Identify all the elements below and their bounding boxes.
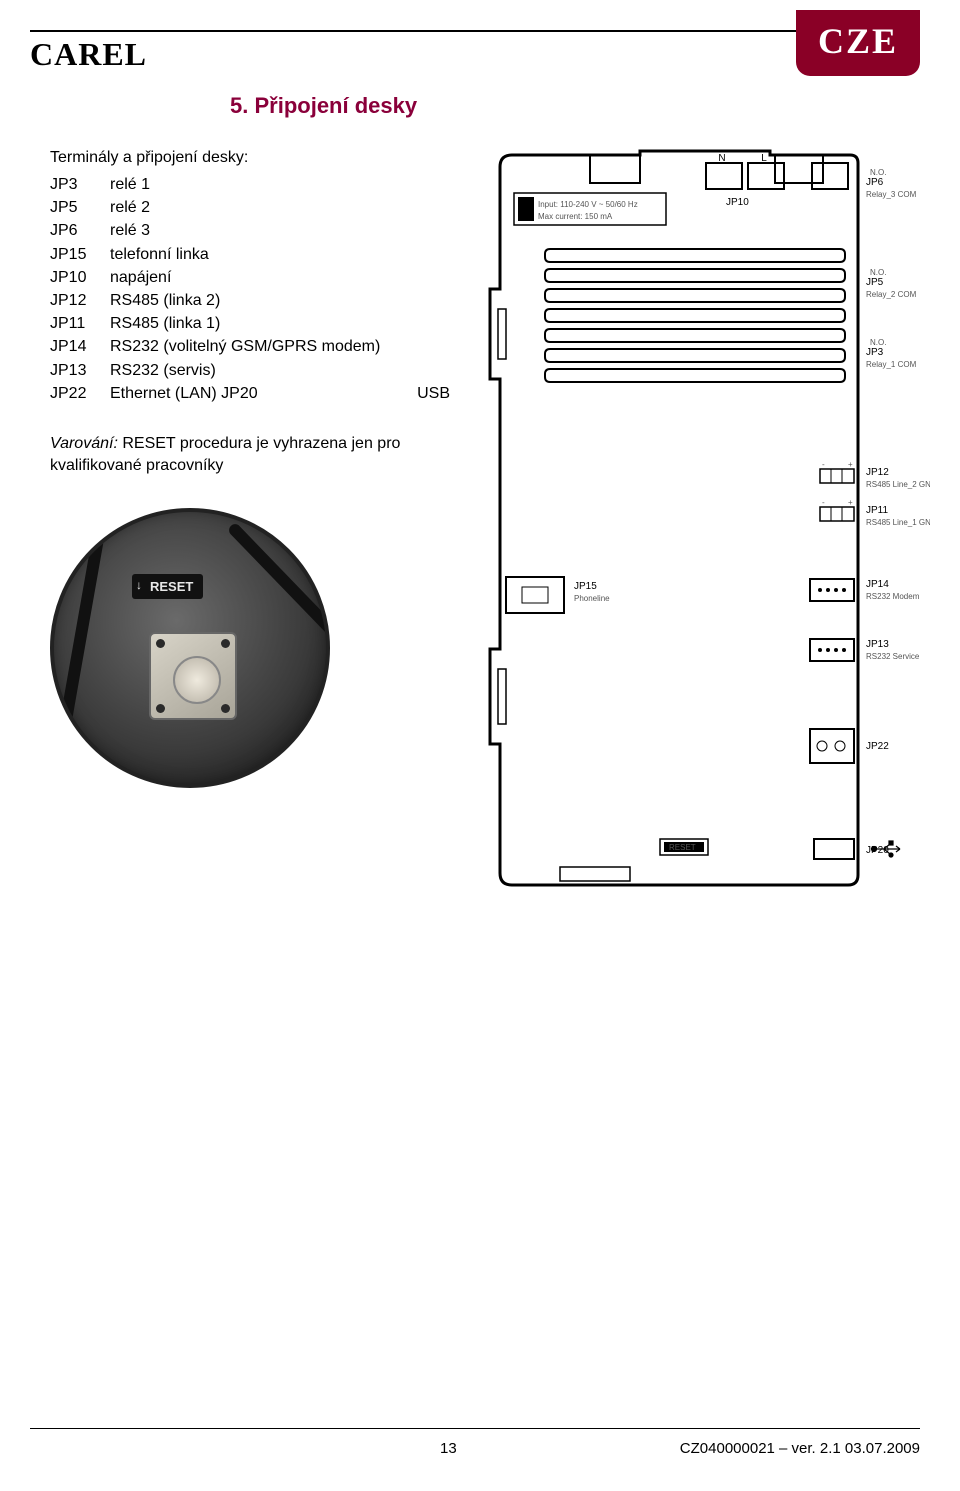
connector-jp15: JP15 Phoneline <box>506 577 610 613</box>
terminal-code: JP12 <box>50 289 110 312</box>
svg-text:N.O.: N.O. <box>870 338 886 347</box>
terminal-code: JP3 <box>50 173 110 196</box>
svg-text:JP11: JP11 <box>866 505 888 516</box>
doc-version: CZ040000021 – ver. 2.1 03.07.2009 <box>680 1440 920 1457</box>
svg-text:L: L <box>761 153 767 164</box>
connector-jp6: JP6 N.O. Relay_3 COM <box>812 163 917 199</box>
svg-text:Relay_3 COM: Relay_3 COM <box>866 190 917 199</box>
svg-text:JP15: JP15 <box>574 581 597 592</box>
svg-text:Relay_2 COM: Relay_2 COM <box>866 290 917 299</box>
svg-text:RS485 Line_2 GND: RS485 Line_2 GND <box>866 480 930 489</box>
table-row: JP15telefonní linka <box>50 243 450 266</box>
warning-prefix: Varování: <box>50 435 118 452</box>
heatsink-icon <box>545 249 845 382</box>
header-rule <box>30 30 920 32</box>
table-row: JP11RS485 (linka 1) <box>50 312 450 335</box>
section-number: 5. <box>230 93 248 118</box>
table-row: JP6relé 3 <box>50 219 450 242</box>
connector-jp13: JP13 RS232 Service <box>810 639 920 661</box>
terminals-heading: Terminály a připojení desky: <box>50 149 450 167</box>
table-row: JP5relé 2 <box>50 196 450 219</box>
terminal-desc: relé 1 <box>110 173 450 196</box>
terminal-desc: napájení <box>110 266 450 289</box>
section-title: 5. Připojení desky <box>230 93 920 119</box>
terminal-desc: telefonní linka <box>110 243 450 266</box>
svg-text:RESET: RESET <box>669 843 696 852</box>
connector-jp10: N L JP10 <box>706 153 784 208</box>
terminal-code: JP15 <box>50 243 110 266</box>
brand-logo: CAREL <box>30 36 920 73</box>
svg-text:JP3: JP3 <box>866 347 884 358</box>
table-row: JP22Ethernet (LAN) JP20 USB <box>50 382 450 405</box>
terminal-code: JP10 <box>50 266 110 289</box>
svg-text:RS485 Line_1 GND: RS485 Line_1 GND <box>866 518 930 527</box>
svg-text:RS232 Service: RS232 Service <box>866 652 920 661</box>
svg-text:-: - <box>822 460 825 469</box>
svg-text:+: + <box>848 498 853 507</box>
svg-text:Phoneline: Phoneline <box>574 594 610 603</box>
svg-text:JP14: JP14 <box>866 579 889 590</box>
connector-jp11: JP11 RS485 Line_1 GND - + <box>820 498 930 527</box>
svg-text:-: - <box>822 498 825 507</box>
reset-button-icon: RESET <box>660 839 708 855</box>
warning-text: Varování: RESET procedura je vyhrazena j… <box>50 433 450 478</box>
connector-jp22: JP22 <box>810 729 889 763</box>
svg-text:RS232 Modem: RS232 Modem <box>866 592 920 601</box>
footer: 13 CZ040000021 – ver. 2.1 03.07.2009 <box>30 1440 920 1457</box>
svg-text:JP22: JP22 <box>866 741 889 752</box>
table-row: JP13RS232 (servis) <box>50 359 450 382</box>
reset-label-tag: RESET <box>132 574 203 599</box>
tact-switch-icon <box>149 632 237 720</box>
svg-text:JP12: JP12 <box>866 467 889 478</box>
board-input-line2: Max current: 150 mA <box>538 212 613 221</box>
terminal-extra: USB <box>417 382 450 405</box>
board-diagram: Input: 110-240 V ~ 50/60 Hz Max current:… <box>470 149 930 894</box>
svg-text:Relay_1 COM: Relay_1 COM <box>866 360 917 369</box>
board-input-line1: Input: 110-240 V ~ 50/60 Hz <box>538 200 638 209</box>
svg-text:JP10: JP10 <box>726 197 749 208</box>
terminal-desc: relé 3 <box>110 219 450 242</box>
connector-jp5: JP5 N.O. Relay_2 COM <box>866 268 917 299</box>
terminal-code: JP11 <box>50 312 110 335</box>
terminal-code: JP6 <box>50 219 110 242</box>
svg-text:JP13: JP13 <box>866 639 889 650</box>
table-row: JP12RS485 (linka 2) <box>50 289 450 312</box>
connector-jp3: JP3 N.O. Relay_1 COM <box>866 338 917 369</box>
terminal-desc: RS232 (servis) <box>110 359 450 382</box>
svg-text:N: N <box>718 153 725 164</box>
svg-text:JP5: JP5 <box>866 277 884 288</box>
footer-rule <box>30 1428 920 1429</box>
terminal-desc: Ethernet (LAN) JP20 <box>110 382 393 405</box>
svg-text:N.O.: N.O. <box>870 168 886 177</box>
connector-jp14: JP14 RS232 Modem <box>810 579 920 601</box>
terminal-desc: RS232 (volitelný GSM/GPRS modem) <box>110 335 450 358</box>
terminal-code: JP5 <box>50 196 110 219</box>
terminal-code: JP14 <box>50 335 110 358</box>
terminal-code: JP13 <box>50 359 110 382</box>
svg-text:+: + <box>848 460 853 469</box>
section-name: Připojení desky <box>254 93 417 118</box>
table-row: JP14RS232 (volitelný GSM/GPRS modem) <box>50 335 450 358</box>
language-badge: CZE <box>796 10 920 76</box>
svg-text:N.O.: N.O. <box>870 268 886 277</box>
table-row: JP3relé 1 <box>50 173 450 196</box>
terminal-code: JP22 <box>50 382 110 405</box>
terminal-desc: RS485 (linka 2) <box>110 289 450 312</box>
table-row: JP10napájení <box>50 266 450 289</box>
terminal-desc: RS485 (linka 1) <box>110 312 450 335</box>
terminals-table: JP3relé 1 JP5relé 2 JP6relé 3 JP15telefo… <box>50 173 450 405</box>
page-number: 13 <box>440 1440 457 1457</box>
connector-jp12: JP12 RS485 Line_2 GND - + <box>820 460 930 489</box>
terminal-desc: relé 2 <box>110 196 450 219</box>
svg-text:JP6: JP6 <box>866 177 884 188</box>
reset-photo: RESET <box>50 508 330 788</box>
